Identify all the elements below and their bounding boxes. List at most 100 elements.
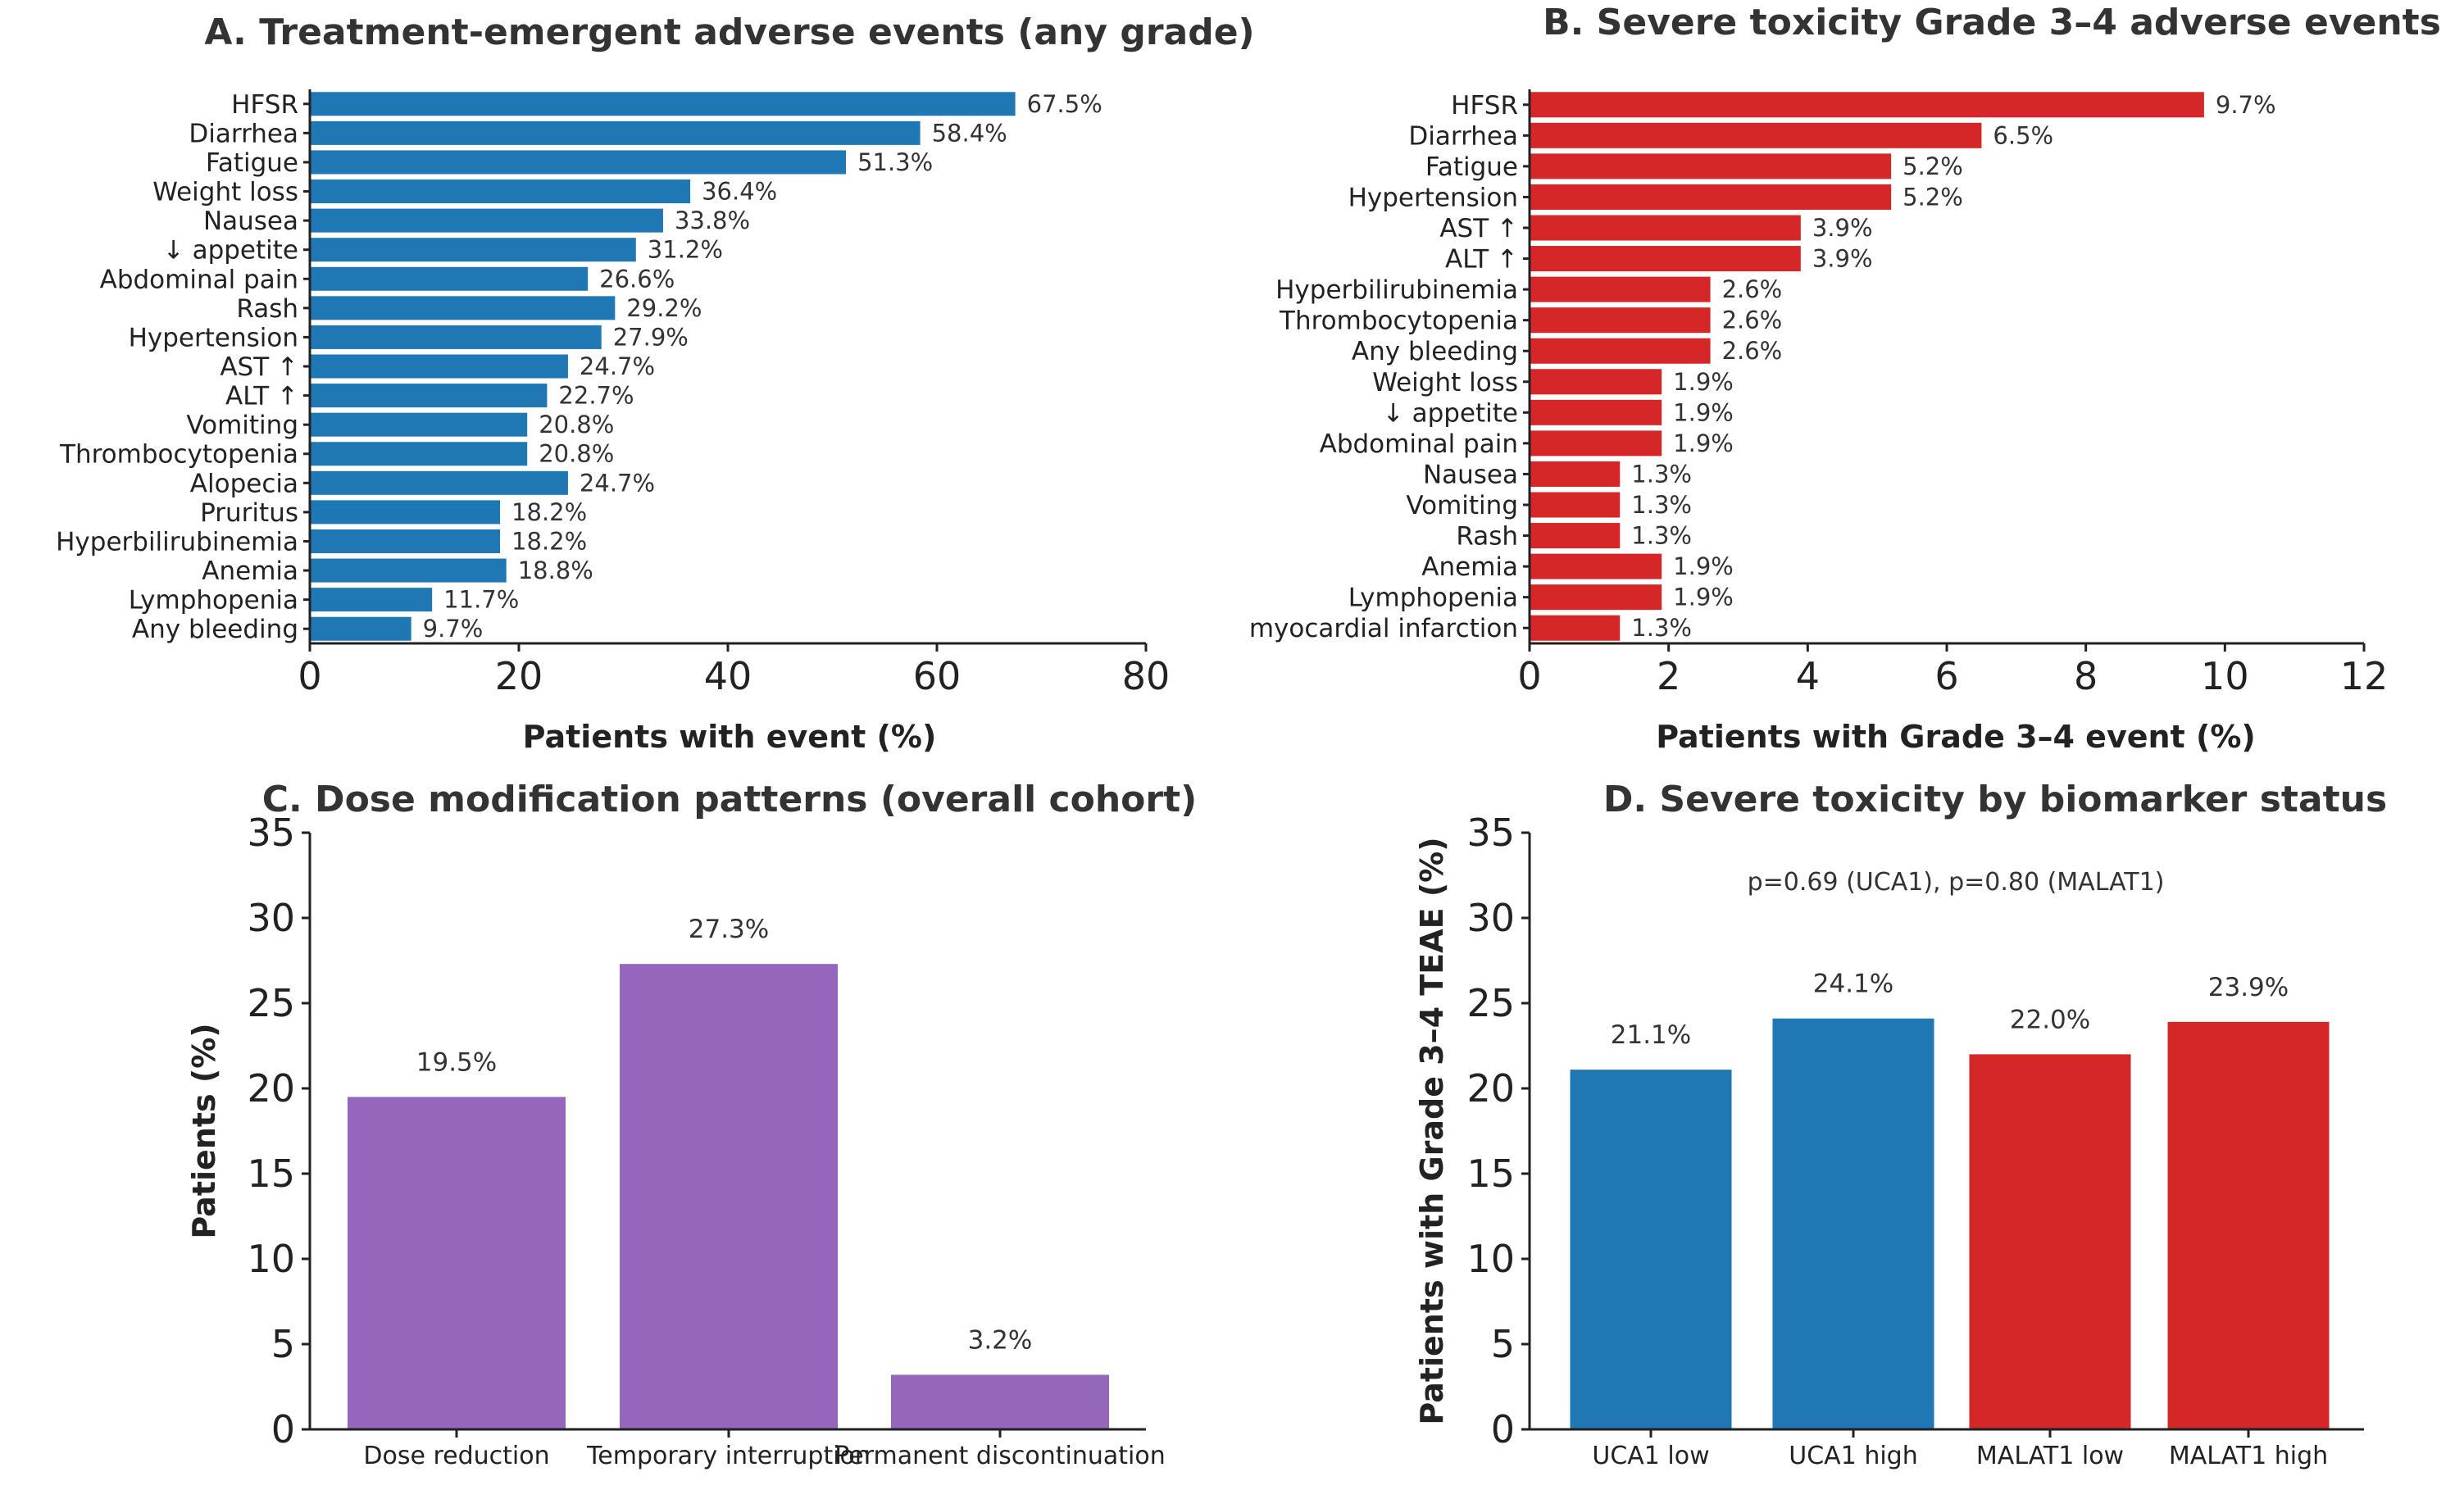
panel-0-value-label: 20.8%: [539, 440, 614, 468]
panel-2-value-label: 19.5%: [416, 1047, 497, 1077]
panel-0-category-label: Fatigue: [206, 148, 298, 178]
panel-1-x-tick-label: 4: [1796, 654, 1820, 698]
panel-1-value-label: 1.3%: [1631, 460, 1692, 488]
panel-0-bar: [310, 354, 568, 379]
panel-3-category-label: UCA1 high: [1789, 1442, 1917, 1470]
panel-0-value-label: 67.5%: [1027, 90, 1102, 118]
panel-1-bar: [1530, 584, 1662, 611]
panel-1-value-label: 2.6%: [1722, 337, 1783, 365]
panel-0-value-label: 24.7%: [580, 469, 655, 497]
panel-b-severe-toxicity: B. Severe toxicity Grade 3–4 adverse eve…: [1249, 2, 2441, 755]
panel-1-value-label: 9.7%: [2216, 91, 2276, 119]
panel-1-bar: [1530, 461, 1621, 487]
panel-d-axes: UCA1 low UCA1 high MALAT1 low MALAT1 high 0 5…: [1466, 811, 2364, 1470]
panel-1-category-label: Weight loss: [1372, 368, 1518, 397]
panel-a-title: A. Treatment-emergent adverse events (an…: [204, 11, 1254, 53]
panel-0-x-tick-label: 40: [704, 654, 752, 698]
panel-c-bars: 19.5% 27.3% 3.2%: [348, 915, 1109, 1429]
panel-1-category-label: Fatigue: [1425, 152, 1518, 182]
panel-1-bar: [1530, 92, 2204, 118]
panel-d-title: D. Severe toxicity by biomarker status: [1603, 779, 2387, 820]
panel-1-x-tick-label: 0: [1517, 654, 1541, 698]
panel-3-y-tick-label: 20: [1466, 1066, 1515, 1111]
panel-2-category-label: Temporary interruption: [586, 1442, 871, 1470]
panel-0-bar: [310, 325, 602, 349]
panel-0-value-label: 18.2%: [511, 527, 587, 555]
panel-2-bar: [891, 1374, 1109, 1429]
panel-0-x-tick-label: 80: [1122, 654, 1171, 698]
panel-0-bar: [310, 442, 528, 466]
panel-1-bar: [1530, 153, 1892, 179]
panel-0-bar: [310, 384, 548, 408]
panel-1-category-label: Vomiting: [1406, 491, 1518, 520]
panel-0-category-label: Vomiting: [186, 411, 298, 440]
panel-b-bars: 9.7% 6.5% 5.2% 5.2% 3.9% 3.9% 2.6% 2.6% 2.6% 1.9%…: [1530, 91, 2276, 642]
panel-d-pvalue-annotation: p=0.69 (UCA1), p=0.80 (MALAT1): [1748, 868, 2165, 897]
panel-1-category-label: Anemia: [1421, 552, 1518, 582]
panel-3-y-tick-label: 35: [1466, 811, 1515, 855]
panel-3-category-label: MALAT1 low: [1976, 1442, 2124, 1470]
panel-1-value-label: 1.9%: [1673, 398, 1734, 426]
panel-1-value-label: 1.9%: [1673, 368, 1734, 396]
panel-0-bar: [310, 179, 691, 204]
panel-0-x-tick-label: 60: [913, 654, 962, 698]
panel-0-value-label: 31.2%: [648, 236, 723, 264]
panel-1-value-label: 5.2%: [1903, 152, 1963, 180]
panel-1-bar: [1530, 246, 1801, 272]
panel-0-x-tick-label: 20: [495, 654, 543, 698]
panel-0-category-label: Lymphopenia: [129, 586, 298, 616]
panel-0-category-label: HFSR: [231, 90, 298, 120]
panel-c-title: C. Dose modification patterns (overall c…: [262, 779, 1198, 820]
panel-1-x-tick-label: 2: [1657, 654, 1680, 698]
panel-0-bar: [310, 500, 501, 525]
panel-1-bar: [1530, 122, 1982, 148]
panel-0-value-label: 9.7%: [423, 615, 484, 643]
panel-2-y-tick-label: 0: [271, 1407, 295, 1451]
panel-2-category-label: Dose reduction: [363, 1442, 549, 1470]
panel-1-x-tick-label: 10: [2201, 654, 2249, 698]
panel-1-bar: [1530, 276, 1711, 302]
panel-1-category-label: Diarrhea: [1408, 121, 1518, 151]
panel-0-category-label: Abdominal pain: [100, 265, 298, 294]
panel-1-x-tick-label: 6: [1934, 654, 1958, 698]
panel-1-bar: [1530, 430, 1662, 457]
panel-2-y-tick-label: 5: [271, 1322, 295, 1366]
panel-0-value-label: 26.6%: [599, 265, 675, 293]
panel-0-bar: [310, 150, 847, 175]
panel-0-bar: [310, 296, 616, 320]
panel-0-value-label: 18.2%: [511, 498, 587, 526]
panel-1-bar: [1530, 307, 1711, 334]
panel-3-bar: [1969, 1054, 2131, 1429]
panel-1-category-label: Abdominal pain: [1320, 429, 1518, 459]
panel-0-value-label: 29.2%: [626, 294, 702, 322]
panel-0-category-label: Rash: [236, 294, 298, 324]
panel-1-value-label: 2.6%: [1722, 275, 1783, 303]
panel-1-bar: [1530, 215, 1801, 241]
panel-0-category-label: Anemia: [202, 556, 298, 586]
panel-2-y-tick-label: 25: [247, 981, 295, 1025]
panel-1-category-label: Thrombocytopenia: [1279, 307, 1518, 336]
panel-1-bar: [1530, 184, 1892, 210]
panel-3-y-tick-label: 0: [1491, 1407, 1515, 1451]
panel-0-category-label: Pruritus: [200, 498, 298, 528]
panel-0-bar: [310, 529, 501, 553]
panel-1-value-label: 1.3%: [1631, 614, 1692, 642]
panel-0-category-label: Hyperbilirubinemia: [56, 527, 298, 556]
panel-3-bar: [1772, 1018, 1934, 1429]
panel-1-category-label: AST ↑: [1439, 214, 1518, 243]
panel-1-value-label: 1.9%: [1673, 429, 1734, 457]
panel-1-category-label: Nausea: [1423, 460, 1518, 489]
panel-0-bar: [310, 208, 663, 233]
panel-0-bar: [310, 92, 1016, 116]
panel-3-bar: [2167, 1021, 2330, 1429]
panel-0-value-label: 58.4%: [932, 119, 1007, 147]
panel-a-adverse-events: A. Treatment-emergent adverse events (an…: [56, 11, 1255, 755]
panel-1-category-label: Hypertension: [1348, 183, 1518, 212]
panel-0-bar: [310, 616, 411, 641]
panel-b-xlabel: Patients with Grade 3–4 event (%): [1656, 719, 2256, 755]
panel-3-value-label: 23.9%: [2208, 973, 2289, 1002]
panel-2-bar: [348, 1097, 566, 1429]
panel-2-y-tick-label: 10: [247, 1237, 295, 1281]
